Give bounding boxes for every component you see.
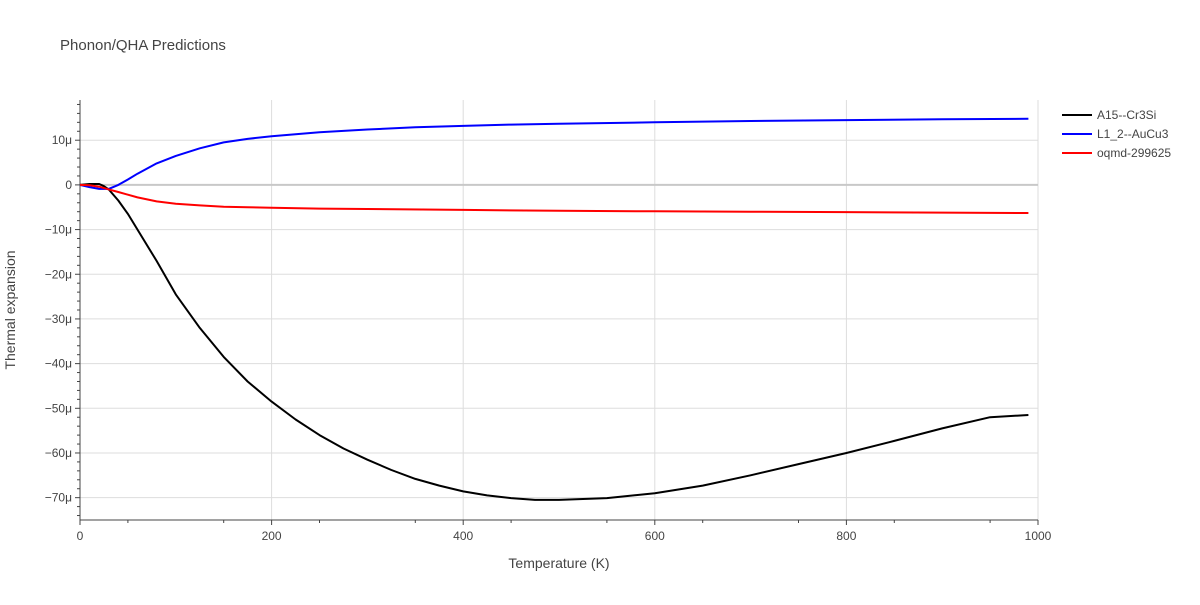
x-tick-label: 0 [77,529,84,543]
y-tick-label: −50μ [45,401,72,415]
y-tick-label: −30μ [45,312,72,326]
x-tick-label: 200 [262,529,282,543]
x-tick-label: 600 [645,529,665,543]
x-axis-title: Temperature (K) [508,555,609,571]
x-tick-label: 1000 [1025,529,1052,543]
legend[interactable]: A15--Cr3Si L1_2--AuCu3 oqmd-299625 [1062,108,1171,160]
y-tick-label: −20μ [45,267,72,281]
y-axis-title: Thermal expansion [2,250,18,369]
y-tick-label: −70μ [45,491,72,505]
legend-item-3[interactable]: oqmd-299625 [1062,146,1171,160]
x-tick-label: 400 [453,529,473,543]
legend-label: L1_2--AuCu3 [1097,127,1169,141]
legend-label: A15--Cr3Si [1097,108,1156,122]
y-tick-label: 10μ [52,133,72,147]
grid-layer [80,100,1039,520]
y-tick-label: −40μ [45,357,72,371]
series-line-3 [79,183,1029,214]
x-tick-label: 800 [836,529,856,543]
legend-item-1[interactable]: A15--Cr3Si [1062,108,1156,122]
series-line-1 [79,183,1029,501]
legend-label: oqmd-299625 [1097,146,1171,160]
series-line-2 [79,117,1029,190]
chart-title: Phonon/QHA Predictions [60,37,226,54]
legend-item-2[interactable]: L1_2--AuCu3 [1062,127,1169,141]
y-tick-label: −10μ [45,223,72,237]
series-layer [79,117,1029,501]
y-tick-label: −60μ [45,446,72,460]
y-tick-label: 0 [65,178,72,192]
axis-layer: 0 200 400 600 800 1000 10μ 0 −10μ −20μ −30μ −40μ −50… [45,100,1052,543]
